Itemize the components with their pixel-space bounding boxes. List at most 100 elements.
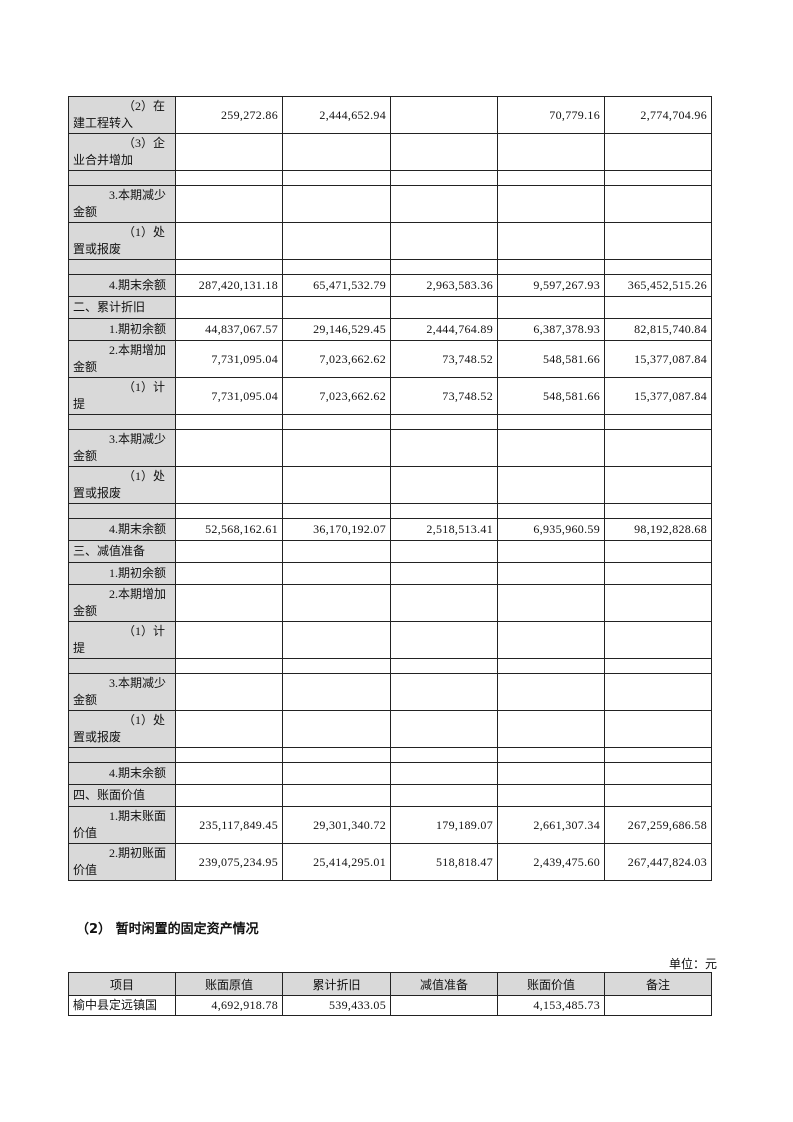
value-cell bbox=[497, 170, 605, 186]
value-cell bbox=[282, 540, 391, 563]
column-header: 账面原值 bbox=[175, 972, 283, 996]
value-cell bbox=[175, 673, 283, 711]
value-cell: 539,433.05 bbox=[282, 995, 391, 1016]
value-cell bbox=[497, 784, 605, 807]
value-cell: 365,452,515.26 bbox=[604, 274, 712, 297]
value-cell bbox=[390, 466, 498, 504]
table-row: （1）计提 7,731,095.04 7,023,662.62 73,748.52 54… bbox=[68, 377, 712, 415]
value-cell: 2,661,307.34 bbox=[497, 806, 605, 844]
value-cell bbox=[390, 296, 498, 319]
row-label: 2.期初账面价值 bbox=[68, 843, 176, 881]
value-cell bbox=[497, 562, 605, 585]
value-cell bbox=[175, 414, 283, 430]
value-cell bbox=[175, 584, 283, 622]
value-cell bbox=[282, 429, 391, 467]
column-header: 备注 bbox=[604, 972, 712, 996]
value-cell bbox=[497, 429, 605, 467]
value-cell: 2,774,704.96 bbox=[604, 96, 712, 134]
value-cell bbox=[175, 540, 283, 563]
table-row bbox=[68, 259, 712, 275]
value-cell bbox=[390, 673, 498, 711]
row-label: 1.期初余额 bbox=[68, 318, 176, 341]
value-cell bbox=[390, 710, 498, 748]
value-cell bbox=[282, 621, 391, 659]
value-cell bbox=[497, 540, 605, 563]
value-cell bbox=[497, 133, 605, 171]
value-cell bbox=[497, 503, 605, 519]
value-cell bbox=[175, 185, 283, 223]
row-label: 4.期末余额 bbox=[68, 518, 176, 541]
value-cell bbox=[497, 259, 605, 275]
row-label: 1.期末账面价值 bbox=[68, 806, 176, 844]
fixed-assets-table: （2）在建工程转入 259,272.86 2,444,652.94 70,779.16… bbox=[68, 96, 712, 881]
value-cell bbox=[282, 133, 391, 171]
row-label: 2.本期增加金额 bbox=[68, 340, 176, 378]
value-cell: 44,837,067.57 bbox=[175, 318, 283, 341]
value-cell: 25,414,295.01 bbox=[282, 843, 391, 881]
value-cell bbox=[604, 133, 712, 171]
value-cell bbox=[175, 222, 283, 260]
value-cell: 82,815,740.84 bbox=[604, 318, 712, 341]
row-label: 4.期末余额 bbox=[68, 274, 176, 297]
value-cell bbox=[282, 784, 391, 807]
value-cell bbox=[390, 584, 498, 622]
value-cell: 2,518,513.41 bbox=[390, 518, 498, 541]
value-cell bbox=[604, 673, 712, 711]
value-cell bbox=[604, 296, 712, 319]
value-cell bbox=[604, 562, 712, 585]
row-label: 3.本期减少金额 bbox=[68, 673, 176, 711]
value-cell bbox=[282, 414, 391, 430]
value-cell bbox=[175, 133, 283, 171]
value-cell: 239,075,234.95 bbox=[175, 843, 283, 881]
value-cell bbox=[282, 185, 391, 223]
table-row: （1）处置或报废 bbox=[68, 466, 712, 504]
value-cell bbox=[175, 747, 283, 763]
table-row: 3.本期减少金额 bbox=[68, 429, 712, 467]
value-cell bbox=[175, 429, 283, 467]
value-cell: 267,259,686.58 bbox=[604, 806, 712, 844]
value-cell bbox=[604, 170, 712, 186]
value-cell bbox=[497, 747, 605, 763]
value-cell: 52,568,162.61 bbox=[175, 518, 283, 541]
value-cell bbox=[604, 414, 712, 430]
table-row: 4.期末余额 bbox=[68, 762, 712, 785]
value-cell bbox=[390, 133, 498, 171]
table-row: （3）企业合并增加 bbox=[68, 133, 712, 171]
column-header: 项目 bbox=[68, 972, 176, 996]
table-row: 3.本期减少金额 bbox=[68, 673, 712, 711]
row-label: （1）处置或报废 bbox=[68, 466, 176, 504]
value-cell: 235,117,849.45 bbox=[175, 806, 283, 844]
value-cell bbox=[604, 584, 712, 622]
table-row: 4.期末余额 287,420,131.18 65,471,532.79 2,963,5… bbox=[68, 274, 712, 297]
row-label: 榆中县定远镇国 bbox=[68, 995, 176, 1016]
idle-fixed-assets-table: 项目 账面原值 累计折旧 减值准备 账面价值 备注 榆中县定远镇国 4,692,918.78… bbox=[68, 972, 712, 1016]
header-row: 项目 账面原值 累计折旧 减值准备 账面价值 备注 bbox=[68, 972, 712, 996]
row-label: （2）在建工程转入 bbox=[68, 96, 176, 134]
value-cell bbox=[175, 466, 283, 504]
table-row bbox=[68, 170, 712, 186]
value-cell bbox=[604, 710, 712, 748]
column-header: 累计折旧 bbox=[282, 972, 391, 996]
value-cell: 7,731,095.04 bbox=[175, 340, 283, 378]
value-cell bbox=[390, 658, 498, 674]
row-label: 4.期末余额 bbox=[68, 762, 176, 785]
value-cell bbox=[390, 259, 498, 275]
table-row: 二、累计折旧 bbox=[68, 296, 712, 319]
value-cell: 4,153,485.73 bbox=[497, 995, 605, 1016]
table-row: 三、减值准备 bbox=[68, 540, 712, 563]
value-cell: 548,581.66 bbox=[497, 377, 605, 415]
table-row: 榆中县定远镇国 4,692,918.78 539,433.05 4,153,485.7… bbox=[68, 995, 712, 1016]
row-label: 3.本期减少金额 bbox=[68, 185, 176, 223]
value-cell bbox=[390, 170, 498, 186]
row-label: （1）处置或报废 bbox=[68, 710, 176, 748]
table-row bbox=[68, 414, 712, 430]
value-cell bbox=[390, 562, 498, 585]
value-cell bbox=[604, 784, 712, 807]
value-cell bbox=[497, 414, 605, 430]
value-cell bbox=[282, 259, 391, 275]
value-cell bbox=[175, 503, 283, 519]
row-label bbox=[68, 658, 176, 674]
value-cell bbox=[390, 747, 498, 763]
value-cell bbox=[390, 503, 498, 519]
